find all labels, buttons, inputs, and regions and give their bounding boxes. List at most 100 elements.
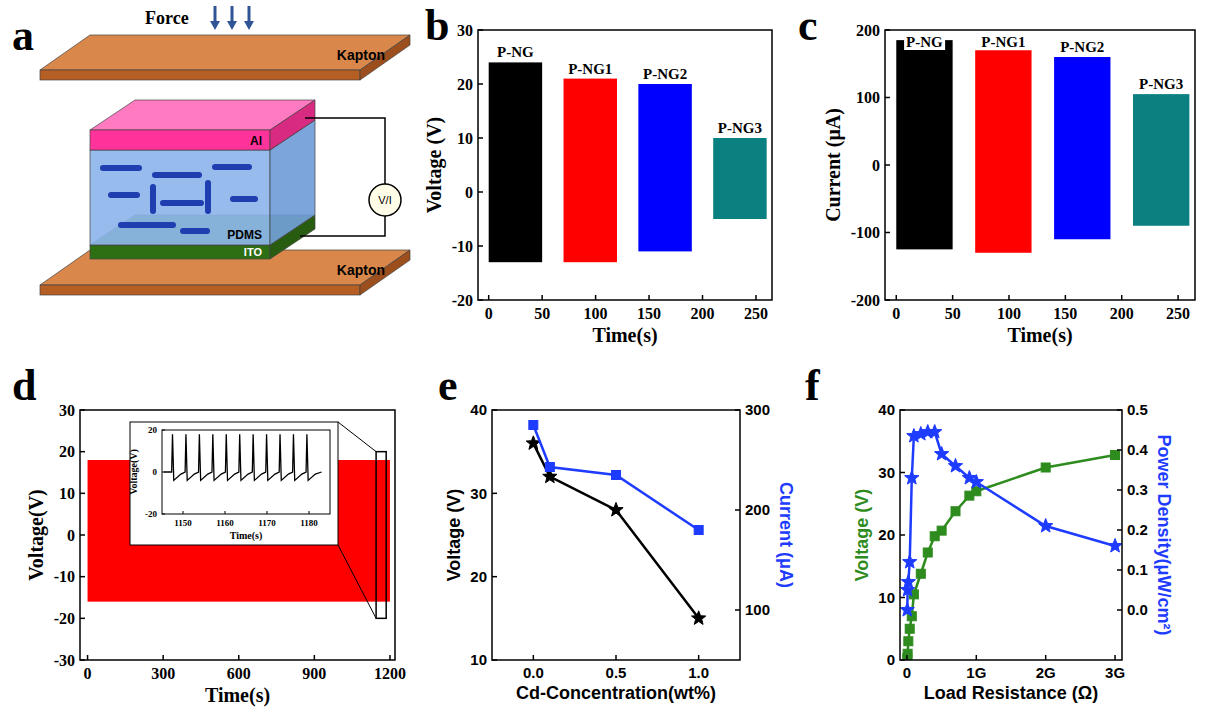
chart-panel: f01G2G3G0102030400.00.10.20.30.40.5Load … bbox=[805, 361, 1174, 703]
y2-axis-title: Current (μA) bbox=[776, 482, 796, 588]
y-tick bbox=[492, 409, 497, 411]
axes: 050100150200250-20-100102030Time(s)Volta… bbox=[423, 22, 772, 347]
x-tick-label: 600 bbox=[227, 665, 251, 682]
y-tick-label: 0 bbox=[465, 184, 473, 201]
meter-label: V/I bbox=[378, 194, 391, 206]
plot-area bbox=[900, 425, 1122, 661]
y2-tick-label: 200 bbox=[745, 501, 770, 518]
layer-label: ITO bbox=[244, 246, 263, 258]
series-label: P-NG2 bbox=[643, 66, 687, 82]
data-layer bbox=[900, 425, 1122, 663]
x-tick bbox=[87, 655, 89, 660]
marker bbox=[937, 526, 946, 535]
x-tick bbox=[183, 511, 184, 514]
inset: 1150116011701180-20020Time(s)Voltage(V) bbox=[128, 422, 386, 618]
y-axis-title: Current (μA) bbox=[822, 108, 845, 222]
x-tick-label: 0.5 bbox=[606, 664, 627, 681]
marker bbox=[901, 575, 915, 589]
y-tick-label: -100 bbox=[851, 224, 880, 241]
y-axis-title: Voltage (V) bbox=[852, 489, 872, 582]
y2-axis-title: Power Density(μW/cm²) bbox=[1154, 434, 1174, 635]
x-tick bbox=[533, 655, 535, 660]
y-tick bbox=[885, 97, 890, 99]
nanowire bbox=[212, 164, 252, 170]
signal-band bbox=[896, 40, 952, 249]
data-layer: P-NGP-NG1P-NG2P-NG3 bbox=[489, 44, 767, 262]
y-tick-label: 30 bbox=[59, 402, 75, 419]
y2-tick-label: 0.5 bbox=[1127, 401, 1148, 418]
y-tick bbox=[885, 299, 890, 301]
marker bbox=[951, 507, 960, 516]
force-label: Force bbox=[145, 8, 189, 28]
marker bbox=[692, 611, 706, 625]
series-label: P-NG1 bbox=[568, 61, 612, 77]
force-arrow bbox=[248, 6, 251, 22]
label-patch bbox=[1058, 39, 1106, 55]
x-tick bbox=[755, 295, 757, 300]
y-tick-label: -20 bbox=[452, 292, 473, 309]
axes: 03006009001200-30-20-100102030Time(s)Vol… bbox=[25, 402, 406, 707]
y-tick-label: 0 bbox=[67, 527, 75, 544]
plot-frame bbox=[162, 430, 330, 514]
al-layer-front bbox=[90, 130, 270, 150]
y-tick-label: 0 bbox=[887, 651, 895, 668]
y-tick-label: 10 bbox=[457, 130, 473, 147]
plot-frame bbox=[885, 30, 1195, 300]
x-tick bbox=[267, 511, 268, 514]
y-tick bbox=[885, 164, 890, 166]
x-axis-title: Time(s) bbox=[592, 324, 657, 347]
marker bbox=[903, 555, 917, 569]
x-tick bbox=[698, 655, 700, 660]
marker bbox=[1041, 463, 1050, 472]
y2-tick bbox=[1117, 449, 1122, 451]
x-tick-label: 150 bbox=[637, 305, 661, 322]
signal-band bbox=[638, 84, 691, 251]
y-axis-title: Voltage (V) bbox=[444, 489, 464, 582]
x-tick bbox=[595, 295, 597, 300]
y-tick-label: 200 bbox=[856, 22, 880, 39]
x-tick-label: 200 bbox=[691, 305, 715, 322]
y-tick bbox=[900, 597, 905, 599]
y-tick-label: 0 bbox=[153, 467, 158, 477]
y-tick bbox=[478, 191, 483, 193]
chart-panel: e0.00.51.010203040100200300Cd-Concentrat… bbox=[438, 361, 796, 703]
marker bbox=[609, 503, 623, 517]
force-arrow bbox=[214, 6, 217, 22]
x-tick-label: 250 bbox=[1166, 305, 1190, 322]
y-tick-label: 20 bbox=[148, 425, 158, 435]
series-label: P-NG bbox=[497, 44, 534, 60]
y-tick-label: -200 bbox=[851, 292, 880, 309]
zoom-window bbox=[376, 452, 386, 619]
y2-tick-label: 0.2 bbox=[1127, 521, 1148, 538]
x-tick-label: 100 bbox=[997, 305, 1021, 322]
y-tick bbox=[80, 534, 85, 536]
nanowire bbox=[152, 172, 202, 178]
axes: 01G2G3G0102030400.00.10.20.30.40.5Load R… bbox=[852, 401, 1174, 703]
signal-band bbox=[975, 50, 1031, 253]
x-tick-label: 0 bbox=[892, 305, 900, 322]
signal-band bbox=[489, 62, 542, 262]
y2-tick-label: 300 bbox=[745, 401, 770, 418]
layer-label: PDMS bbox=[227, 228, 262, 242]
plot-area bbox=[164, 434, 322, 480]
y-tick bbox=[80, 659, 85, 661]
x-tick-label: 1.0 bbox=[688, 664, 709, 681]
marker bbox=[1108, 539, 1122, 553]
y-tick-label: 10 bbox=[878, 589, 895, 606]
x-tick bbox=[648, 295, 650, 300]
series-line bbox=[907, 432, 1115, 610]
force-arrow-head bbox=[227, 21, 237, 30]
nanowire bbox=[108, 192, 140, 198]
y-tick bbox=[80, 576, 85, 578]
axes: 1150116011701180-20020Time(s)Voltage(V) bbox=[128, 425, 330, 542]
y-tick-label: -30 bbox=[54, 652, 75, 669]
x-tick bbox=[1008, 295, 1010, 300]
y-tick-label: 30 bbox=[470, 485, 487, 502]
series-line bbox=[907, 455, 1115, 658]
x-tick bbox=[314, 655, 316, 660]
label-patch bbox=[566, 61, 614, 77]
nanowire bbox=[180, 228, 210, 234]
x-tick bbox=[162, 655, 164, 660]
y2-tick bbox=[735, 509, 740, 511]
series-line bbox=[533, 425, 698, 530]
